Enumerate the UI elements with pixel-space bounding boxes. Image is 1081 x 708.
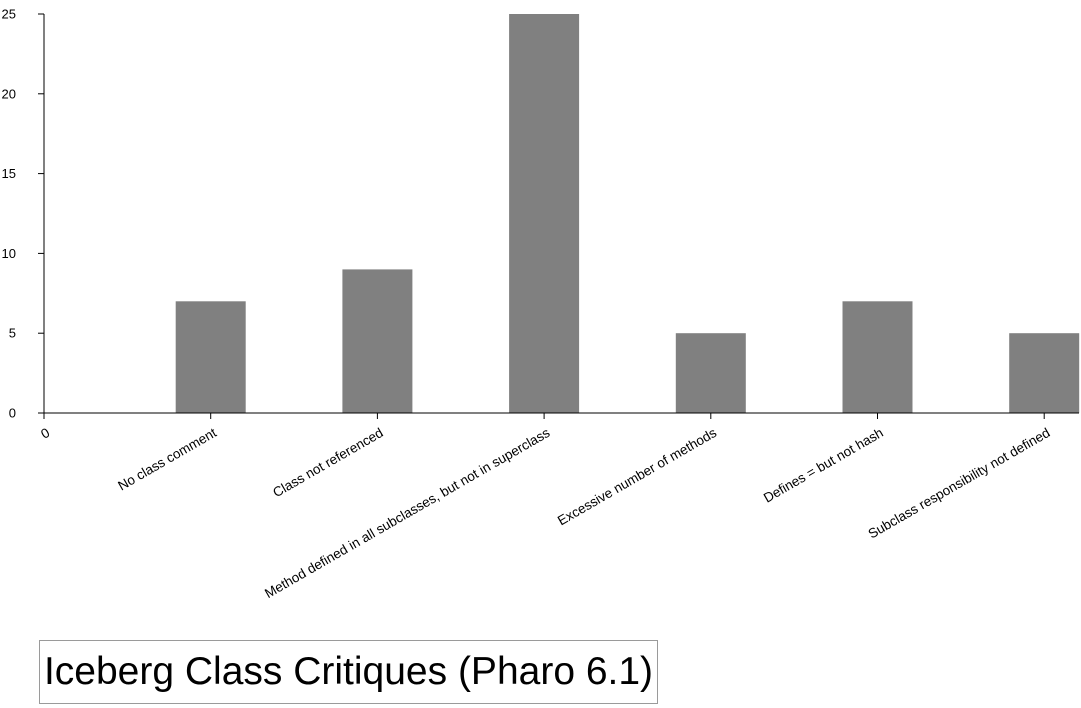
- y-tick-label: 5: [9, 326, 16, 341]
- x-tick-label: No class comment: [115, 425, 219, 494]
- chart-title: Iceberg Class Critiques (Pharo 6.1): [43, 650, 654, 693]
- y-tick-label: 15: [2, 166, 16, 181]
- x-tick-label: Subclass responsibility not defined: [866, 425, 1053, 542]
- y-tick-label: 20: [2, 86, 16, 101]
- chart-title-box: Iceberg Class Critiques (Pharo 6.1): [39, 640, 658, 704]
- x-tick-label: Class not referenced: [270, 425, 385, 500]
- bar: [175, 301, 246, 413]
- bar: [842, 301, 913, 413]
- bar: [675, 333, 746, 413]
- x-tick-label: Method defined in all subclasses, but no…: [262, 425, 552, 601]
- x-tick-label: Defines = but not hash: [761, 425, 886, 506]
- bar: [1009, 333, 1080, 413]
- x-tick-label: 0: [38, 425, 52, 442]
- x-tick-label: Excessive number of methods: [555, 425, 719, 529]
- bar-chart: 0 5 10 15 20 25 0 No class comment Class not ref…: [2, 7, 1080, 601]
- y-tick-label: 25: [2, 7, 16, 22]
- y-tick-label: 0: [9, 406, 16, 421]
- plot-area: 0 5 10 15 20 25 0 No class comment Class not ref…: [2, 7, 1080, 601]
- y-tick-label: 10: [2, 246, 16, 261]
- bar: [342, 269, 413, 413]
- bar: [509, 14, 580, 413]
